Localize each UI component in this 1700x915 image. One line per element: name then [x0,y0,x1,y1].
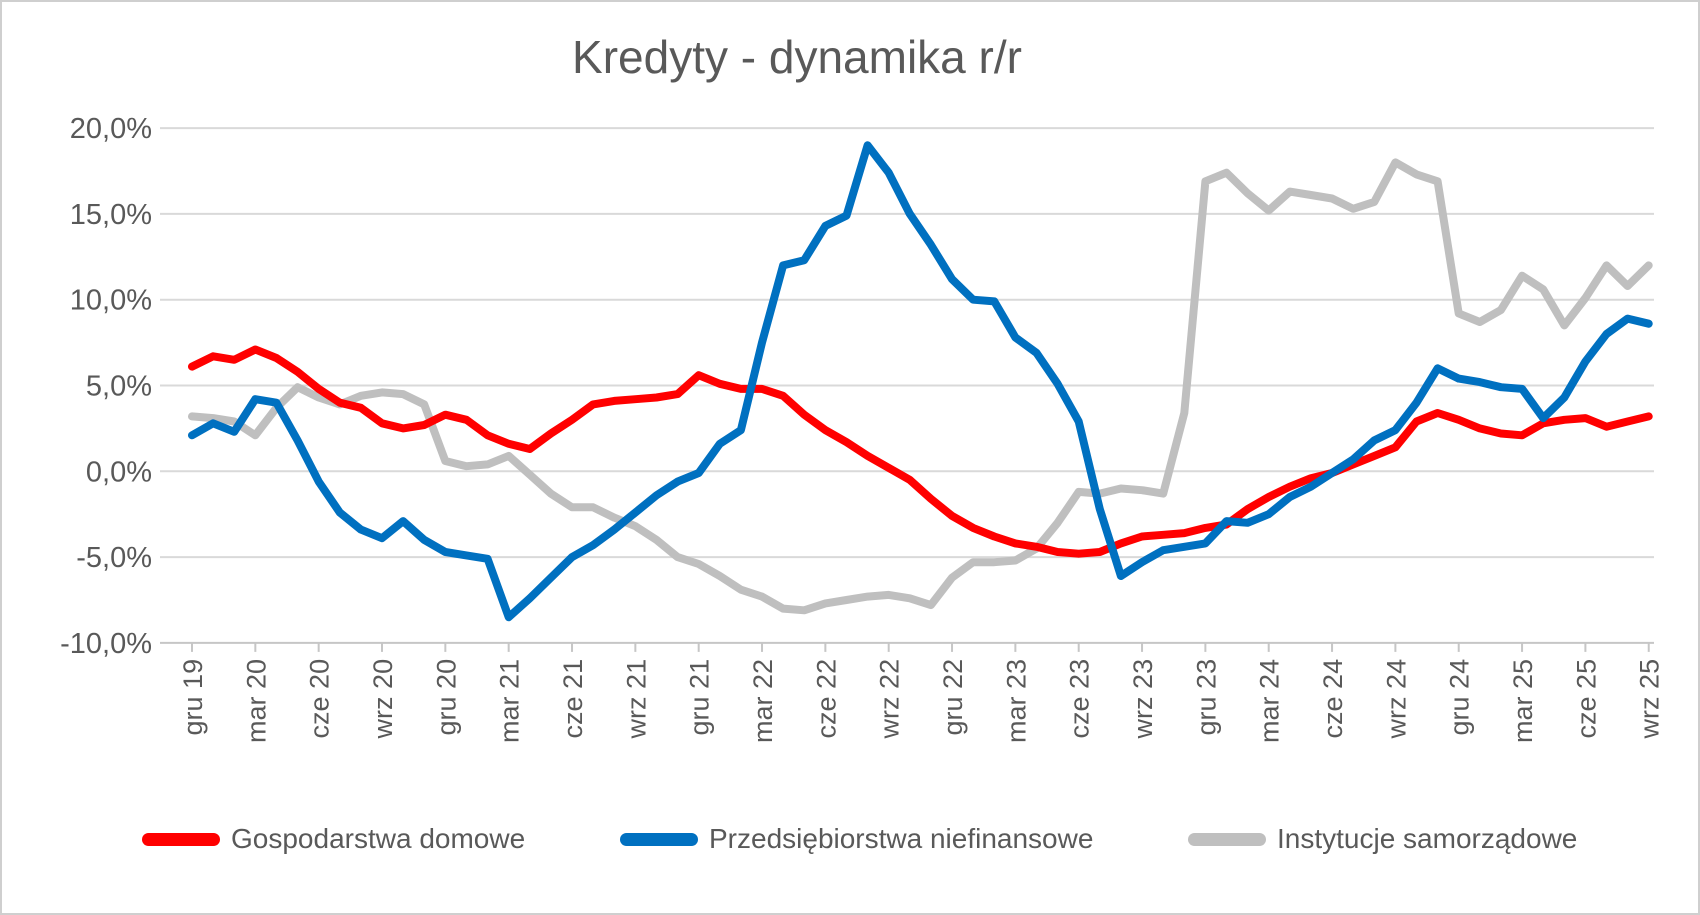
x-tick-label: wrz 24 [1381,659,1411,740]
series-line-corporates [188,141,1653,622]
x-tick-label: wrz 23 [1128,659,1158,740]
legend-swatch-corporates [620,832,698,846]
x-tick-label: mar 23 [1001,659,1031,743]
x-tick-label: cze 25 [1571,659,1601,739]
legend-label-households: Gospodarstwa domowe [231,823,526,854]
legend-label-localgov: Instytucje samorządowe [1277,823,1578,854]
series-line-localgov [188,158,1653,615]
x-tick-label: gru 19 [178,659,208,736]
x-tick-label: gru 21 [685,659,715,736]
legend-item-localgov: Instytucje samorządowe [1188,822,1577,856]
x-tick-label: cze 24 [1318,659,1348,739]
y-tick-label: 0,0% [86,456,152,488]
x-tick-label: mar 25 [1508,659,1538,743]
legend-swatch-households [142,832,220,846]
x-tick-label: wrz 21 [621,659,651,740]
legend-swatch-localgov [1188,832,1266,846]
x-tick-label: cze 22 [811,659,841,739]
y-tick-label: -5,0% [76,542,152,574]
x-tick-label: gru 22 [938,659,968,736]
x-tick-label: gru 24 [1445,659,1475,736]
legend-item-households: Gospodarstwa domowe [142,822,525,856]
legend-label-corporates: Przedsiębiorstwa niefinansowe [709,823,1094,854]
x-tick-label: cze 21 [558,659,588,739]
y-tick-label: 20,0% [70,113,152,145]
x-tick-label: wrz 20 [368,659,398,740]
legend-item-corporates: Przedsiębiorstwa niefinansowe [620,822,1093,856]
x-tick-label: wrz 22 [875,659,905,740]
x-tick-label: mar 22 [748,659,778,743]
y-tick-label: 5,0% [86,371,152,403]
x-tick-label: mar 20 [241,659,271,743]
x-tick-label: wrz 25 [1635,659,1665,740]
x-tick-label: mar 21 [495,659,525,743]
x-tick-label: cze 20 [305,659,335,739]
y-tick-label: 15,0% [70,199,152,231]
x-tick-label: mar 24 [1255,659,1285,743]
y-tick-label: 10,0% [70,285,152,317]
y-tick-label: -10,0% [60,628,152,660]
x-tick-label: gru 20 [431,659,461,736]
series-line-households [188,345,1653,558]
x-tick-label: gru 23 [1191,659,1221,736]
chart-title: Kredyty - dynamika r/r [572,31,1022,83]
x-tick-label: cze 23 [1065,659,1095,739]
